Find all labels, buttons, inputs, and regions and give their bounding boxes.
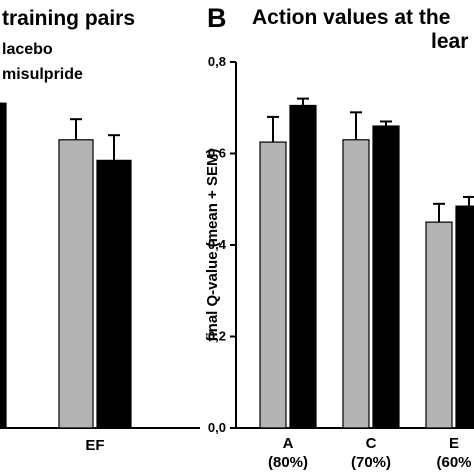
panel-b-letter: B [207, 3, 227, 33]
category-label: EF [85, 437, 104, 454]
panel-b-category-labels: A (80%) C (70%) E (60% [268, 435, 472, 471]
placebo-bar [342, 139, 370, 429]
panel-a-bars [0, 102, 132, 429]
placebo-bar [58, 139, 94, 429]
category-sublabel: (80%) [268, 454, 308, 471]
panel-b-y-axis-label: final Q-value (mean + SEM) [204, 149, 221, 342]
category-label: C [366, 435, 377, 452]
y-tick-label: 0,0 [208, 420, 226, 435]
category-sublabel: (70%) [351, 454, 391, 471]
panel-a: training pairs lacebo misulpride EF [0, 7, 200, 454]
panel-a-title: training pairs [2, 7, 135, 30]
panel-b-y-ticks: 0,0 0,2 0,4 0,6 0,8 [208, 54, 236, 435]
legend-amisulpride-label: misulpride [2, 66, 83, 83]
category-label: A [283, 435, 294, 452]
category-label: E [449, 435, 459, 452]
panel-a-category-labels: EF [85, 437, 104, 454]
y-tick-label: 0,8 [208, 54, 226, 69]
amisulpride-bar [289, 104, 317, 429]
y-tick-label: 0,6 [208, 146, 226, 161]
amisulpride-bar [372, 125, 400, 429]
panel-b-bars [259, 97, 474, 429]
placebo-bar [425, 221, 453, 429]
panel-a-legend: lacebo misulpride [2, 41, 83, 83]
y-tick-label: 0,4 [208, 237, 227, 252]
panel-b-title: Action values at the [252, 6, 450, 29]
placebo-bar [259, 141, 287, 429]
legend-placebo-label: lacebo [2, 41, 53, 58]
panel-b-title-line2: lear [431, 30, 468, 53]
amisulpride-bar [96, 159, 132, 429]
panel-b: B Action values at the lear final Q-valu… [204, 3, 474, 471]
amisulpride-bar [0, 102, 7, 429]
y-tick-label: 0,2 [208, 329, 226, 344]
category-sublabel: (60% [436, 454, 471, 471]
amisulpride-bar [455, 205, 474, 429]
